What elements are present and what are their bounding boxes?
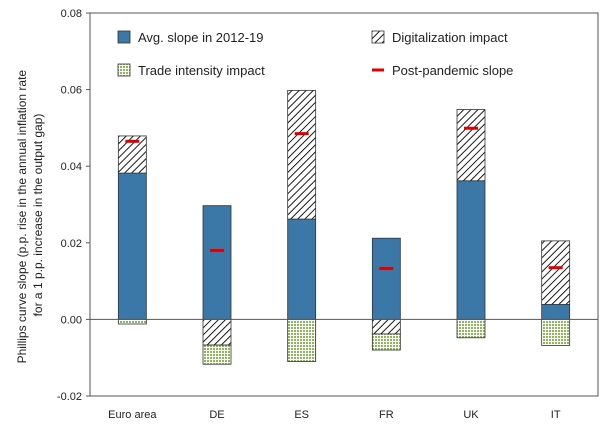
x-tick-label: FR: [379, 409, 394, 421]
digitalization-impact-bar: [202, 318, 232, 346]
avg-slope-bar: [117, 172, 147, 320]
trade-intensity-impact-bar: [541, 318, 571, 346]
avg-slope-bar: [202, 205, 232, 320]
legend-label: Trade intensity impact: [138, 63, 265, 78]
plot-frame: [89, 12, 599, 397]
legend-label: Digitalization impact: [392, 30, 508, 45]
y-tick-label: 0.02: [61, 238, 82, 250]
legend-swatch: [117, 63, 131, 77]
legend-swatch: [117, 30, 131, 44]
avg-slope-bar: [371, 237, 401, 320]
y-tick-label: 0.06: [61, 85, 82, 97]
y-tick-label: -0.02: [57, 391, 82, 403]
avg-slope-bar: [541, 304, 571, 320]
legend: Avg. slope in 2012-19 Digitalization impa…: [117, 30, 513, 78]
digitalization-impact-bar: [456, 109, 486, 182]
x-tick-label: UK: [463, 409, 479, 421]
x-tick-label: Euro area: [108, 409, 157, 421]
y-tick-label: 0.08: [61, 8, 82, 20]
avg-slope-bar: [287, 218, 317, 320]
x-tick-label: IT: [551, 409, 561, 421]
trade-intensity-impact-bar: [202, 344, 232, 365]
y-tick-label: 0.04: [61, 161, 82, 173]
legend-label: Post-pandemic slope: [392, 63, 513, 78]
x-tick-label: ES: [294, 409, 309, 421]
bar-series: [117, 89, 571, 365]
trade-intensity-impact-bar: [456, 318, 486, 339]
digitalization-impact-bar: [541, 240, 571, 305]
trade-intensity-impact-bar: [287, 318, 317, 362]
avg-slope-bar: [456, 180, 486, 320]
trade-intensity-impact-bar: [371, 333, 401, 351]
x-tick-label: DE: [209, 409, 224, 421]
trade-intensity-impact-bar: [117, 318, 147, 325]
digitalization-impact-bar: [287, 89, 317, 220]
digitalization-impact-bar: [371, 318, 401, 335]
legend-swatch: [371, 30, 385, 44]
y-axis-title: Phillips curve slope (p.p. rise in the a…: [15, 67, 45, 364]
x-axis: Euro area DE ES FR UK IT: [108, 409, 561, 421]
y-axis: -0.02 0.00 0.02 0.04 0.06 0.08: [57, 8, 90, 403]
legend-label: Avg. slope in 2012-19: [138, 30, 264, 45]
y-axis-title-line-1: Phillips curve slope (p.p. rise in the a…: [15, 70, 29, 364]
y-axis-title-line-2: for a 1 p.p. increase in the output gap): [31, 114, 45, 317]
y-tick-label: 0.00: [61, 314, 82, 326]
post-pandemic-markers: [125, 126, 563, 270]
